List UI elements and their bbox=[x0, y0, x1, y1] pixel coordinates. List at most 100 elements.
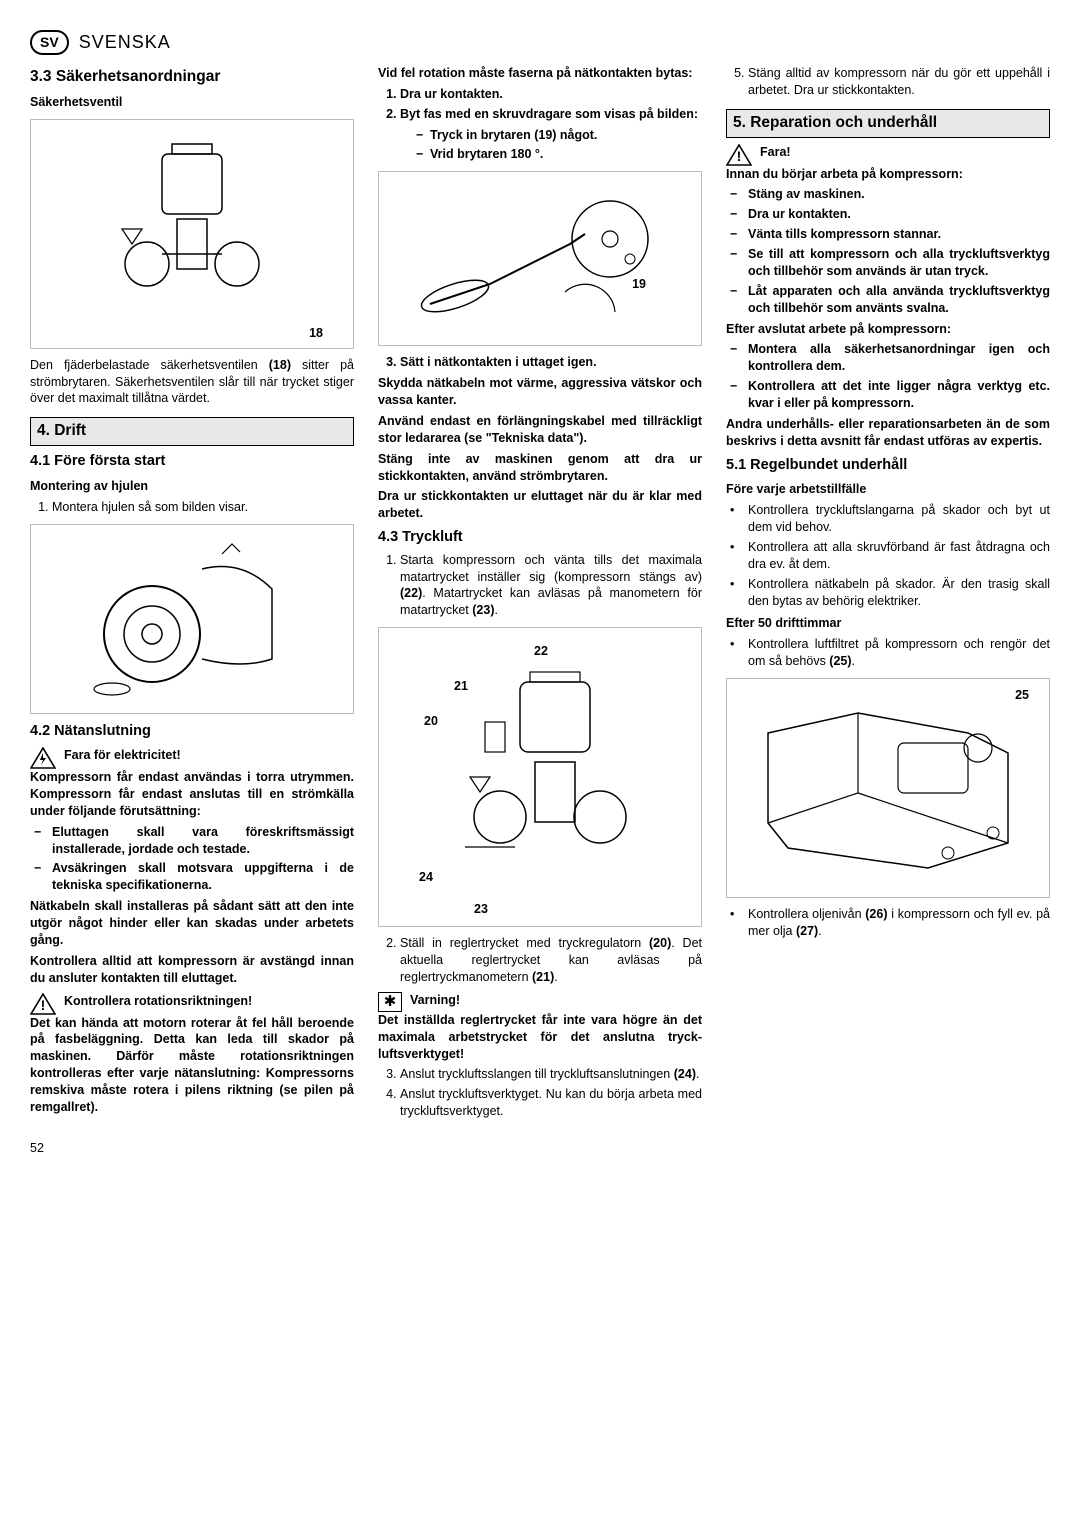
safety-valve-heading: Säkerhetsventil bbox=[30, 94, 354, 111]
svg-text:!: ! bbox=[737, 148, 742, 164]
figure-18-label: 18 bbox=[309, 325, 323, 342]
precaution-list: Stäng av maskinen. Dra ur kontakten. Vän… bbox=[726, 186, 1050, 316]
p-anvand: Använd endast en förlängningskabel med t… bbox=[378, 413, 702, 447]
efter50-1: Kontrollera luftfiltret på kompressorn o… bbox=[726, 636, 1050, 670]
warning-fara-title: Fara! bbox=[760, 145, 791, 159]
mounting-list: Montera hjulen så som bilden visar. bbox=[30, 499, 354, 516]
figure-label-24: 24 bbox=[419, 869, 433, 886]
phase-li-2: Byt fas med en skruvdragare som visas på… bbox=[400, 106, 702, 164]
efter50-list: Kontrollera luftfiltret på kompressorn o… bbox=[726, 636, 1050, 670]
svg-text:!: ! bbox=[41, 997, 46, 1013]
elec-cond-2: Avsäkringen skall motsvara upp­gifterna … bbox=[30, 860, 354, 894]
p-efter: Efter avslutat arbete på kompressorn: bbox=[726, 321, 1050, 338]
figure-19-label: 19 bbox=[632, 276, 646, 293]
tryckluft-list-2: Ställ in reglertrycket med tryckregu­lat… bbox=[378, 935, 702, 986]
warning-fara-body: Innan du börjar arbeta på kom­pressorn: bbox=[726, 166, 1050, 183]
paragraph-valve-desc: Den fjäderbelastade säkerhetsventilen (1… bbox=[30, 357, 354, 408]
language-badge: SV bbox=[30, 30, 69, 55]
warning-square-icon: ✱ bbox=[378, 992, 402, 1012]
tryckluft-li-1: Starta kompressorn och vänta tills det m… bbox=[400, 552, 702, 620]
precaution-2: Dra ur kontakten. bbox=[726, 206, 1050, 223]
content-columns: 3.3 Säkerhetsanordningar Säkerhetsventil… bbox=[30, 61, 1050, 1124]
filter-illustration bbox=[748, 693, 1028, 883]
oil-list: Kontrollera oljenivån (26) i kompres­sor… bbox=[726, 906, 1050, 940]
figure-label-23: 23 bbox=[474, 901, 488, 918]
precaution-5: Låt apparaten och alla använda tryckluft… bbox=[726, 283, 1050, 317]
warning-rot-body: Det kan hända att motorn rote­rar åt fel… bbox=[30, 1015, 354, 1116]
heading-5-1: 5.1 Regelbundet underhåll bbox=[726, 456, 1050, 476]
figure-19: 19 bbox=[378, 171, 702, 346]
p-kontroll-off: Kontrollera alltid att kompressorn är av… bbox=[30, 953, 354, 987]
warning-triangle-icon: ! bbox=[30, 993, 56, 1015]
heading-3-3: 3.3 Säkerhetsanordningar bbox=[30, 67, 354, 88]
figure-wheel bbox=[30, 524, 354, 714]
warning-rot-title: Kontrollera rotationsriktningen! bbox=[64, 994, 252, 1008]
precaution-3: Vänta tills kompressorn stannar. bbox=[726, 226, 1050, 243]
figure-18: 18 bbox=[30, 119, 354, 349]
heading-4-2: 4.2 Nätanslutning bbox=[30, 722, 354, 742]
figure-25-label: 25 bbox=[1015, 687, 1029, 704]
warning-triangle-icon bbox=[30, 747, 56, 769]
heading-4-1: 4.1 Före första start bbox=[30, 452, 354, 472]
efter50-heading: Efter 50 drifttimmar bbox=[726, 615, 1050, 632]
warning-elec-body: Kompressorn får endast användas i torra … bbox=[30, 769, 354, 820]
phase-li-2a: Tryck in brytaren (19) något. bbox=[416, 127, 702, 144]
tryckluft-li-3: Anslut tryckluftsslangen till tryck­luft… bbox=[400, 1066, 702, 1083]
fore-1: Kontrollera tryckluftslangarna på skador… bbox=[726, 502, 1050, 536]
valve-illustration bbox=[92, 134, 292, 334]
phase-sub-list: Tryck in brytaren (19) något. Vrid bryta… bbox=[400, 127, 702, 164]
phase-li-2b: Vrid brytaren 180 °. bbox=[416, 146, 702, 163]
column-1: 3.3 Säkerhetsanordningar Säkerhetsventil… bbox=[30, 61, 354, 1124]
column-2: Vid fel rotation måste faserna på nät­ko… bbox=[378, 61, 702, 1124]
figure-label-20: 20 bbox=[424, 713, 438, 730]
language-header: SV SVENSKA bbox=[30, 30, 1050, 55]
tryckluft-li-5: Stäng alltid av kompressorn när du gör e… bbox=[748, 65, 1050, 99]
p-vidfel: Vid fel rotation måste faserna på nät­ko… bbox=[378, 65, 702, 82]
p-draur: Dra ur stickkontakten ur eluttaget när d… bbox=[378, 488, 702, 522]
figure-25: 25 bbox=[726, 678, 1050, 898]
tryckluft-li-2: Ställ in reglertrycket med tryckregu­lat… bbox=[400, 935, 702, 986]
elec-cond-1: Eluttagen skall vara föreskrifts­mässigt… bbox=[30, 824, 354, 858]
fore-3: Kontrollera nätkabeln på skador. Är den … bbox=[726, 576, 1050, 610]
warning-triangle-icon: ! bbox=[726, 144, 752, 166]
mounting-heading: Montering av hjulen bbox=[30, 478, 354, 495]
warning-rotation-text: Kontrollera rotationsriktningen! bbox=[64, 993, 252, 1010]
heading-5-reparation: 5. Reparation och underhåll bbox=[726, 109, 1050, 138]
after-1: Montera alla säkerhetsanord­ningar igen … bbox=[726, 341, 1050, 375]
p-stang: Stäng inte av maskinen genom att dra ur … bbox=[378, 451, 702, 485]
after-list: Montera alla säkerhetsanord­ningar igen … bbox=[726, 341, 1050, 412]
warning-electricity: Fara för elektricitet! bbox=[30, 747, 354, 769]
wheel-illustration bbox=[82, 539, 302, 699]
after-2: Kontrollera att det inte ligger några ve… bbox=[726, 378, 1050, 412]
fore-2: Kontrollera att alla skruvförband är fas… bbox=[726, 539, 1050, 573]
p-andra: Andra underhålls- eller reparationsar­be… bbox=[726, 416, 1050, 450]
language-name: SVENSKA bbox=[79, 30, 171, 54]
elec-conditions-list: Eluttagen skall vara föreskrifts­mässigt… bbox=[30, 824, 354, 895]
column-3: Stäng alltid av kompressorn när du gör e… bbox=[726, 61, 1050, 1124]
phase-list-cont: Sätt i nätkontakten i uttaget igen. bbox=[378, 354, 702, 371]
heading-4-drift: 4. Drift bbox=[30, 417, 354, 446]
warning-fara: ! Fara! bbox=[726, 144, 1050, 166]
phase-li-3: Sätt i nätkontakten i uttaget igen. bbox=[400, 354, 702, 371]
tryckluft-list-5: Stäng alltid av kompressorn när du gör e… bbox=[726, 65, 1050, 99]
warning-rotation: ! Kontrollera rotationsriktningen! bbox=[30, 993, 354, 1015]
figure-20-24: 20 21 22 23 24 bbox=[378, 627, 702, 927]
fore-varje-heading: Före varje arbetstillfälle bbox=[726, 481, 1050, 498]
warning-elec-title: Fara för elektricitet! bbox=[64, 748, 181, 762]
figure-label-21: 21 bbox=[454, 678, 468, 695]
screwdriver-illustration bbox=[410, 184, 670, 334]
warning-electricity-text: Fara för elektricitet! bbox=[64, 747, 181, 764]
warning-varning-title: Varning! bbox=[410, 993, 460, 1007]
oil-1: Kontrollera oljenivån (26) i kompres­sor… bbox=[726, 906, 1050, 940]
fore-list: Kontrollera tryckluftslangarna på skador… bbox=[726, 502, 1050, 609]
warning-varning: ✱ Varning! bbox=[378, 992, 702, 1012]
warning-varning-body: Det inställda reglertrycket får inte var… bbox=[378, 1012, 702, 1063]
tryckluft-list-3: Anslut tryckluftsslangen till tryck­luft… bbox=[378, 1066, 702, 1120]
precaution-4: Se till att kompressorn och alla trycklu… bbox=[726, 246, 1050, 280]
page-number: 52 bbox=[30, 1140, 1050, 1157]
figure-label-22: 22 bbox=[534, 643, 548, 660]
heading-4-3: 4.3 Tryckluft bbox=[378, 528, 702, 548]
tryckluft-list: Starta kompressorn och vänta tills det m… bbox=[378, 552, 702, 620]
p-natkabel: Nätkabeln skall installeras på sådant sä… bbox=[30, 898, 354, 949]
p-skydda: Skydda nätkabeln mot värme, aggres­siva … bbox=[378, 375, 702, 409]
